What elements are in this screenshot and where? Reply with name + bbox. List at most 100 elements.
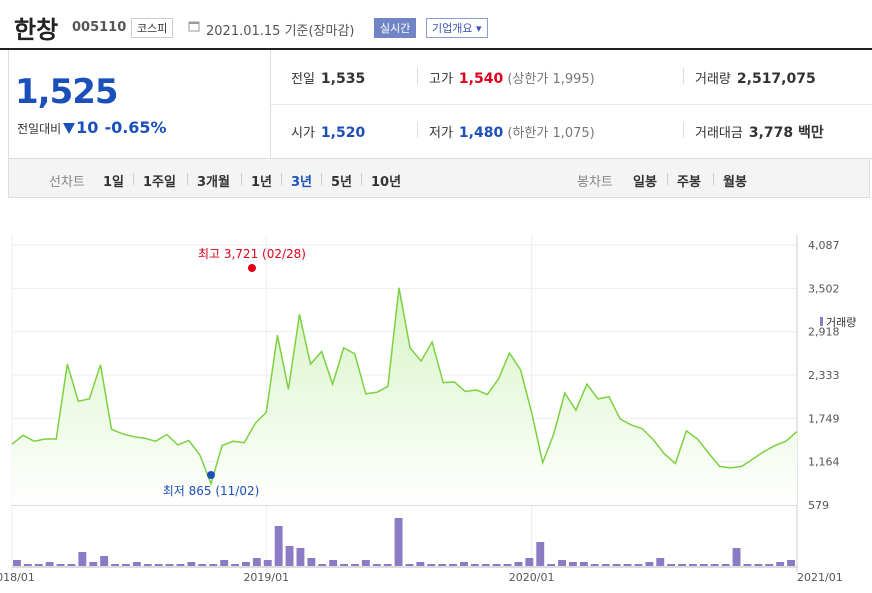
volume-bar	[394, 518, 403, 566]
trade-value: 거래대금 3,778 백만	[695, 122, 824, 142]
volume-bar	[460, 562, 468, 566]
divider	[241, 173, 242, 185]
quote-details: 전일 1,535 고가 1,540 (상한가 1,995) 거래량 2,517,075…	[270, 50, 872, 159]
volume-bar	[318, 564, 327, 566]
volume-bar	[536, 542, 545, 566]
volume-bar	[787, 560, 795, 566]
volume-bar	[56, 564, 65, 566]
volume-value: 2,517,075	[736, 71, 816, 87]
market-badge: 코스피	[131, 18, 174, 38]
volume-bar	[590, 564, 599, 566]
volume-bar	[132, 562, 141, 566]
divider	[667, 173, 668, 185]
price-chart: 4,087 3,502 2,918 2,333 1,749 1,164 579 최고 3,7…	[0, 235, 856, 584]
volume-bar	[558, 560, 566, 566]
volume-bar	[405, 564, 414, 566]
stock-name: 한창	[14, 16, 59, 44]
realtime-button[interactable]: 실시간	[374, 18, 417, 38]
volume-bar	[438, 564, 447, 566]
candle-chart-label: 봉차트	[577, 175, 613, 190]
tab-1d[interactable]: 1일	[103, 175, 125, 190]
prev-value: 1,535	[320, 71, 366, 87]
volume-bar	[13, 560, 21, 566]
volume-bar	[721, 564, 730, 566]
volume-bar	[623, 564, 632, 566]
tab-10y[interactable]: 10년	[371, 175, 402, 190]
volume-bar	[710, 564, 719, 566]
volume-bar	[612, 564, 621, 566]
volume-bar	[89, 562, 98, 566]
volume-bar	[634, 564, 643, 566]
volume-bar	[383, 564, 392, 566]
volume-bar	[601, 564, 610, 566]
low-label: 저가	[429, 126, 453, 141]
volume-bar	[176, 564, 185, 566]
volume-bar	[765, 564, 774, 566]
volume-bar	[503, 564, 512, 566]
quote-row-2: 시가 1,520 저가 1,480 (하한가 1,075) 거래대금 3,778 백만	[271, 104, 872, 158]
volume-label: 거래량	[695, 72, 731, 87]
volume-bar	[45, 562, 54, 566]
volume-bar	[154, 564, 163, 566]
open-label: 시가	[291, 126, 315, 141]
volume-bar	[231, 564, 239, 566]
chart-tabs: 선차트 1일 1주일 3개월 1년 3년 5년 10년 봉차트 일봉 주봉 월봉	[8, 158, 870, 198]
lower-limit: (하한가 1,075)	[507, 126, 595, 141]
trade-value-amount: 3,778 백만	[748, 125, 824, 141]
volume-bar	[187, 562, 196, 566]
divider	[713, 173, 714, 185]
divider	[417, 68, 418, 84]
low-price: 저가 1,480 (하한가 1,075)	[429, 122, 595, 141]
y-axis-labels: 4,087 3,502 2,918 2,333 1,749 1,164 579	[808, 239, 840, 512]
high-price: 고가 1,540 (상한가 1,995)	[429, 68, 595, 87]
y-tick-label: 4,087	[808, 239, 840, 252]
max-label: 최고 3,721 (02/28)	[198, 247, 306, 261]
divider	[361, 173, 362, 185]
volume-bar	[372, 564, 381, 566]
tab-weekly[interactable]: 주봉	[677, 175, 701, 190]
volume-bar	[122, 564, 130, 566]
volume-bar	[732, 548, 741, 566]
x-tick-label: 2019/01	[243, 571, 289, 584]
volume-bar	[23, 564, 32, 566]
volume-bar	[67, 564, 76, 566]
y-tick-label: 579	[808, 499, 829, 512]
tab-1y[interactable]: 1년	[251, 175, 273, 190]
tab-monthly[interactable]: 월봉	[723, 175, 747, 190]
volume-bar	[525, 558, 534, 566]
tab-5y[interactable]: 5년	[331, 175, 353, 190]
volume-bar	[678, 564, 686, 566]
y-tick-label: 3,502	[808, 282, 840, 295]
divider	[187, 173, 188, 185]
volume-bar	[645, 562, 654, 566]
volume-bar	[274, 526, 283, 566]
volume-bar	[689, 564, 697, 566]
max-marker	[247, 264, 256, 272]
volume-bar	[209, 564, 218, 566]
corp-overview-dropdown[interactable]: 기업개요 ▾	[426, 18, 488, 38]
tab-3y[interactable]: 3년	[291, 175, 313, 190]
volume-bar	[416, 562, 425, 566]
y-tick-label: 1,164	[808, 456, 840, 469]
volume-bar	[492, 564, 501, 566]
volume-bar	[743, 564, 752, 566]
volume-bar	[34, 564, 43, 566]
volume-bar	[307, 558, 316, 566]
tab-1w[interactable]: 1주일	[143, 175, 176, 190]
volume-bar	[514, 562, 523, 566]
open-value: 1,520	[320, 125, 366, 141]
high-label: 고가	[429, 72, 453, 87]
price-area	[12, 287, 797, 505]
volume-bar	[776, 562, 785, 566]
high-value: 1,540	[458, 71, 504, 87]
x-tick-label: 2018/01	[0, 571, 35, 584]
volume-bar	[427, 564, 436, 566]
min-label: 최저 865 (11/02)	[163, 484, 260, 498]
tab-3m[interactable]: 3개월	[197, 175, 230, 190]
volume-bar	[449, 564, 457, 566]
stock-header: 한창 005110 코스피 2021.01.15 기준(장마감) 실시간 기업개…	[0, 0, 872, 48]
y-tick-label: 1,749	[808, 412, 840, 425]
volume-bar	[198, 564, 207, 566]
price-box: 1,525 전일대비 10 -0.65%	[8, 50, 271, 159]
tab-daily[interactable]: 일봉	[633, 175, 657, 190]
